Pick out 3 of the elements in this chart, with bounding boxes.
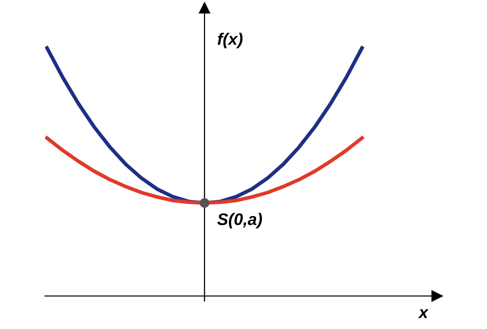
annotation: S(0,a) [217,212,262,228]
x-axis-title: x [418,309,429,318]
y-axis-title: f(x) [218,32,243,48]
